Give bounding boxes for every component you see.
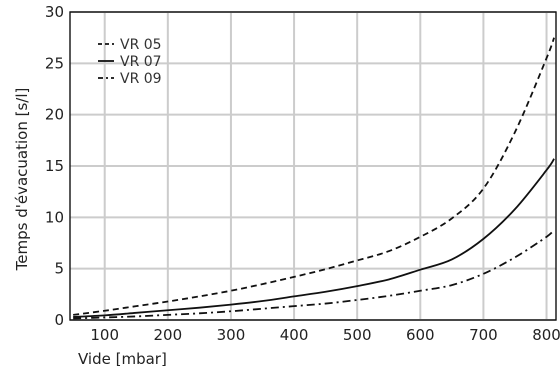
y-tick-label: 5 — [54, 260, 64, 278]
y-tick-label: 30 — [45, 3, 64, 21]
y-tick-label: 0 — [54, 311, 64, 329]
series-line-3 — [73, 228, 555, 320]
y-tick-label: 25 — [45, 54, 64, 72]
y-tick-label: 10 — [45, 208, 64, 226]
series-line-1 — [73, 37, 555, 316]
x-tick-label: 200 — [154, 326, 183, 344]
x-axis-label: Vide [mbar] — [78, 350, 167, 368]
legend-label-3: VR 09 — [120, 71, 162, 87]
plot-frame — [69, 11, 557, 321]
legend-label-2: VR 07 — [120, 54, 162, 70]
tick-labels: 100 200 300 400 500 600 700 800 0 5 10 15 20 25 30 — [45, 3, 560, 344]
x-tick-label: 800 — [532, 326, 560, 344]
grid — [70, 11, 556, 321]
x-tick-label: 400 — [280, 326, 309, 344]
x-tick-label: 600 — [406, 326, 435, 344]
legend-label-1: VR 05 — [120, 37, 162, 53]
series-group — [73, 37, 555, 320]
y-tick-label: 20 — [45, 106, 64, 124]
x-tick-label: 300 — [217, 326, 246, 344]
x-tick-label: 100 — [90, 326, 119, 344]
y-tick-label: 15 — [45, 157, 64, 175]
x-tick-label: 700 — [469, 326, 498, 344]
y-axis-label: Temps d'évacuation [s/l] — [13, 88, 31, 272]
x-tick-label: 500 — [343, 326, 372, 344]
series-line-2 — [73, 158, 555, 318]
